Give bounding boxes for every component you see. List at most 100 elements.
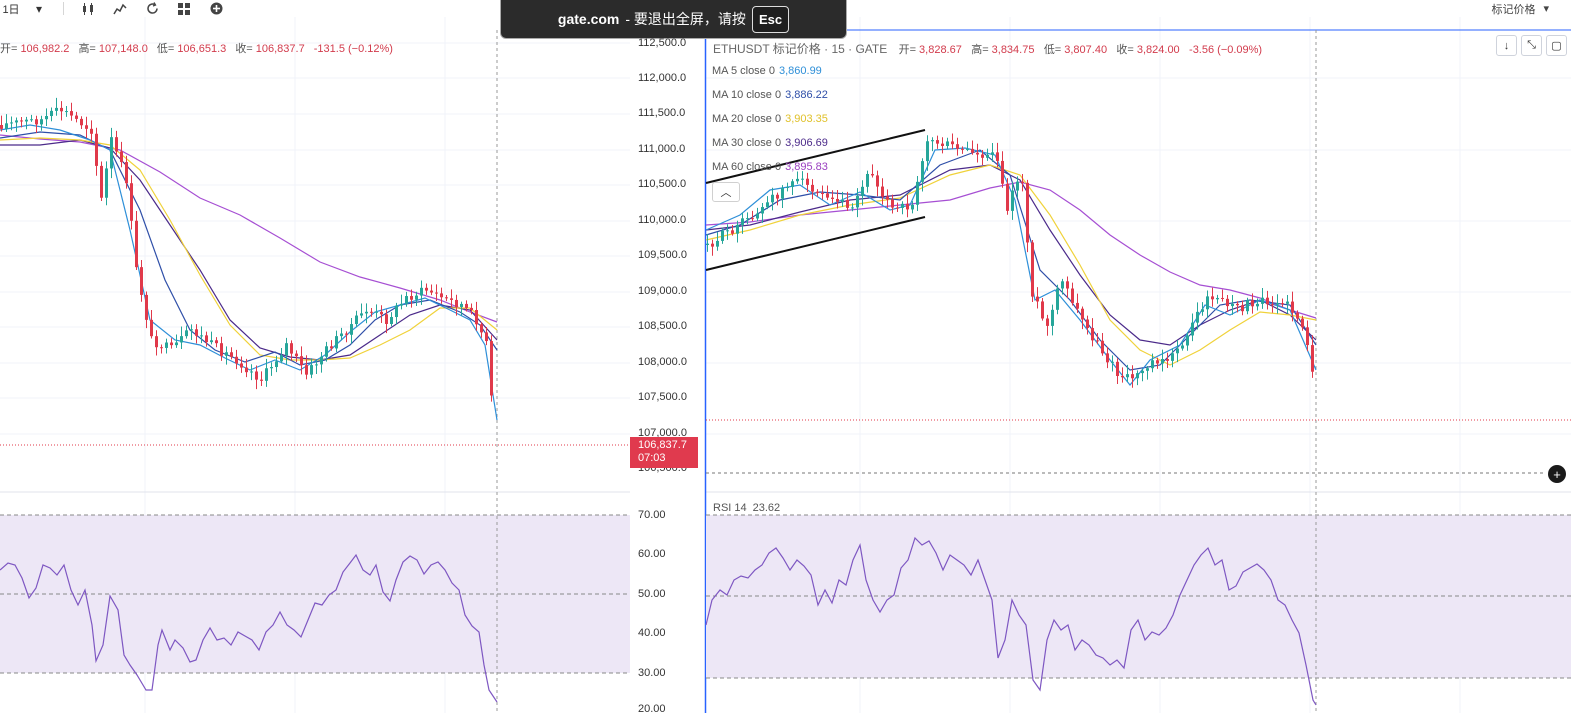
- right-candle: [1251, 300, 1254, 307]
- pane-controls: ↓ ⤡ ▢: [1496, 35, 1567, 56]
- right-candle: [796, 178, 799, 182]
- right-candle: [1206, 296, 1209, 310]
- right-candle: [726, 230, 729, 232]
- right-candle: [996, 152, 999, 161]
- right-candle: [1261, 297, 1264, 304]
- right-candle: [871, 173, 874, 176]
- left-candle: [475, 310, 478, 325]
- left-candle: [260, 379, 263, 381]
- left-candle: [140, 267, 143, 295]
- right-candle: [1191, 322, 1194, 336]
- right-candle: [906, 203, 909, 210]
- right-candle: [1176, 348, 1179, 354]
- left-candle: [30, 119, 33, 121]
- interval-selector[interactable]: 1日: [0, 0, 22, 17]
- ma-legend-30[interactable]: MA 30 close 0 3,906.69: [712, 137, 828, 149]
- ma-legend-60[interactable]: MA 60 close 0 3,895.83: [712, 161, 828, 173]
- refresh-icon[interactable]: [144, 0, 160, 17]
- left-candle: [115, 137, 118, 152]
- symbol-title[interactable]: ETHUSDT 标记价格 · 15 · GATE: [713, 42, 888, 56]
- left-candle: [345, 333, 348, 335]
- maximize-pane-icon[interactable]: ▢: [1546, 35, 1567, 56]
- right-candle: [841, 199, 844, 202]
- right-candle: [1081, 308, 1084, 320]
- left-candle: [35, 119, 38, 125]
- right-candle: [1291, 301, 1294, 313]
- left-candle: [90, 128, 93, 134]
- right-candle: [1066, 281, 1069, 289]
- right-candle: [1121, 376, 1124, 378]
- right-candle: [971, 148, 974, 153]
- price-axis[interactable]: 112,500.0 112,000.0 111,500.0 111,000.0 …: [638, 37, 687, 713]
- collapse-pane-icon[interactable]: ⤡: [1521, 35, 1542, 56]
- right-candle: [716, 240, 719, 247]
- left-candle: [195, 329, 198, 336]
- right-candle: [751, 218, 754, 220]
- right-candle: [756, 213, 759, 219]
- right-candle: [1041, 301, 1044, 319]
- add-indicator-icon[interactable]: [208, 0, 224, 17]
- layout-grid-icon[interactable]: [176, 0, 192, 17]
- right-candle: [1146, 368, 1149, 371]
- rsi-legend[interactable]: RSI 14 23.62: [713, 502, 781, 514]
- interval-label: 1日: [2, 3, 20, 16]
- left-candle: [20, 120, 23, 122]
- right-candle: [771, 194, 774, 203]
- ma-legend-5[interactable]: MA 5 close 0 3,860.99: [712, 65, 822, 77]
- interval-dropdown-icon[interactable]: ▾: [35, 1, 43, 16]
- right-candle: [1151, 360, 1154, 369]
- right-candle: [1101, 340, 1104, 354]
- esc-key-hint[interactable]: Esc: [751, 5, 790, 33]
- move-down-icon[interactable]: ↓: [1496, 35, 1517, 56]
- right-candle: [991, 152, 994, 155]
- left-candle: [175, 342, 178, 346]
- right-candle: [826, 193, 829, 198]
- price-type-selector[interactable]: 标记价格 ▾: [1491, 0, 1549, 17]
- left-candle: [385, 314, 388, 324]
- right-candle: [1006, 183, 1009, 211]
- right-candle: [886, 196, 889, 200]
- left-candle: [70, 111, 73, 116]
- left-candle: [425, 287, 428, 291]
- right-candle: [1021, 181, 1024, 183]
- right-candle: [1296, 312, 1299, 319]
- right-candle: [1126, 374, 1129, 378]
- right-candle: [1226, 298, 1229, 307]
- right-candle: [836, 198, 839, 202]
- left-candle: [290, 343, 293, 354]
- right-candle: [946, 141, 949, 147]
- right-candle: [981, 154, 984, 158]
- toast-message: - 要退出全屏，请按: [625, 11, 746, 27]
- channel-upper-line[interactable]: [705, 129, 926, 184]
- right-candle: [1271, 304, 1274, 306]
- left-candle: [105, 168, 108, 198]
- right-candle: [951, 141, 954, 145]
- add-alert-icon[interactable]: +: [1548, 465, 1566, 483]
- right-candle: [861, 186, 864, 197]
- ma-legend-10[interactable]: MA 10 close 0 3,886.22: [712, 89, 828, 101]
- left-candle: [235, 356, 238, 364]
- left-candle: [280, 355, 283, 362]
- left-candle: [240, 363, 243, 368]
- right-candle: [1161, 359, 1164, 364]
- right-candle: [1031, 242, 1034, 297]
- right-candle: [1096, 340, 1099, 342]
- left-candle: [460, 303, 463, 308]
- collapse-legend-button[interactable]: ︿: [712, 182, 740, 202]
- candle-type-icon[interactable]: [80, 0, 96, 17]
- right-candle: [741, 218, 744, 225]
- right-candle: [891, 199, 894, 208]
- right-candle: [731, 230, 734, 234]
- right-candle: [901, 203, 904, 208]
- left-candle: [310, 365, 313, 375]
- left-candle: [85, 125, 88, 129]
- ma-legend-20[interactable]: MA 20 close 0 3,903.35: [712, 113, 828, 125]
- channel-lower-line[interactable]: [705, 216, 926, 271]
- indicators-icon[interactable]: [112, 0, 128, 17]
- right-candle: [1001, 160, 1004, 184]
- right-candle: [941, 143, 944, 147]
- left-candle: [380, 311, 383, 315]
- left-candle: [215, 340, 218, 344]
- toolbar-divider: [63, 2, 64, 15]
